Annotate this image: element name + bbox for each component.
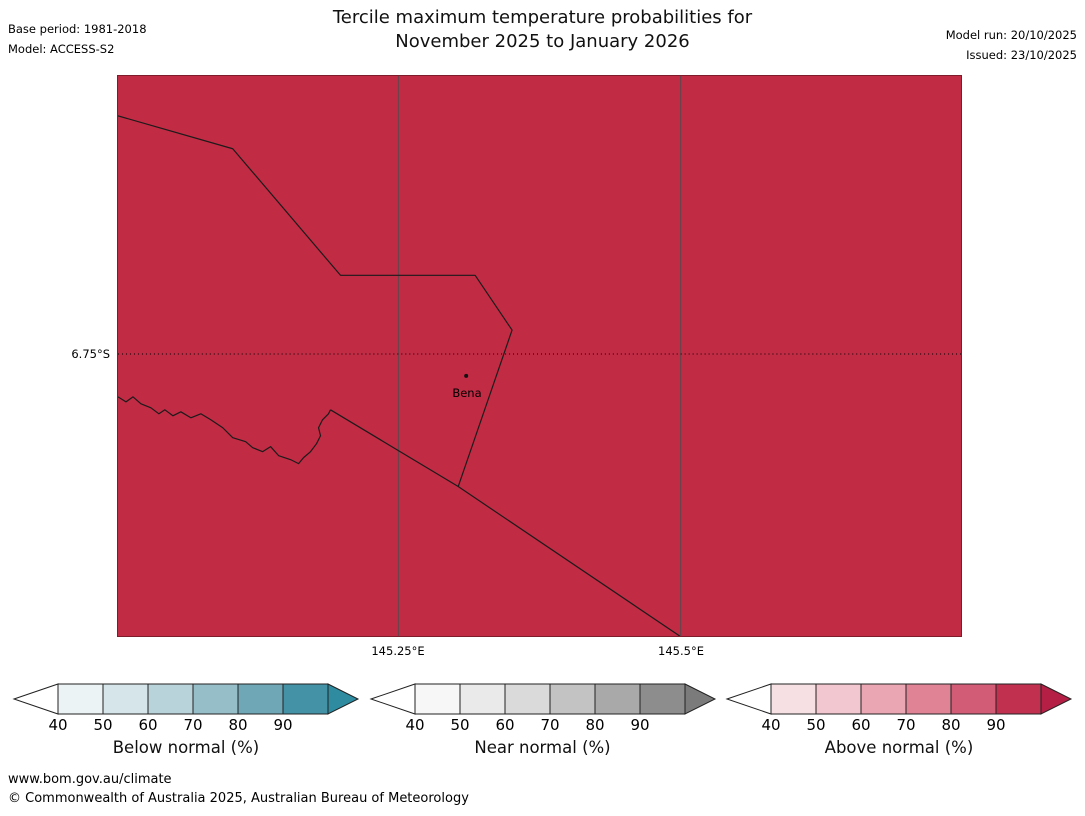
legend-segment bbox=[192, 683, 239, 715]
legend-tick-label: 50 bbox=[93, 716, 112, 733]
legend-left-arrow bbox=[12, 683, 59, 715]
legend-segment bbox=[504, 683, 550, 715]
map-overlay-svg bbox=[118, 76, 961, 636]
lat-tick-label: 6.75°S bbox=[71, 347, 110, 361]
legend-colorbar: 40 50 60 70 80 90 bbox=[368, 683, 716, 734]
place-label-bena: Bena bbox=[452, 386, 482, 400]
legend-segment bbox=[905, 683, 952, 715]
legend-segment bbox=[639, 683, 685, 715]
lon-tick-label-1: 145.25°E bbox=[371, 644, 425, 658]
legend-segment bbox=[282, 683, 329, 715]
legend-tick-label: 60 bbox=[495, 716, 514, 733]
climate-url: www.bom.gov.au/climate bbox=[8, 772, 172, 787]
legend-row: 40 50 60 70 80 90 Below normal (%) 40 50 60 70 80 90… bbox=[0, 683, 1085, 757]
legend-near-normal: 40 50 60 70 80 90 Near normal (%) bbox=[368, 683, 717, 757]
legend-segment bbox=[815, 683, 862, 715]
legend-caption-below-normal: Below normal (%) bbox=[112, 738, 260, 757]
river-coastline bbox=[118, 396, 332, 465]
legend-tick-label: 70 bbox=[540, 716, 559, 733]
legend-tick-label: 60 bbox=[851, 716, 870, 733]
legend-tick-label: 80 bbox=[941, 716, 960, 733]
legend-colorbar: 40 50 60 70 80 90 bbox=[725, 683, 1073, 734]
legend-segment bbox=[950, 683, 997, 715]
model-run-label: Model run: 20/10/2025 bbox=[945, 28, 1077, 42]
legend-tick-label: 90 bbox=[273, 716, 292, 733]
legend-tick-label: 80 bbox=[228, 716, 247, 733]
district-boundary bbox=[118, 115, 513, 487]
legend-colorbar: 40 50 60 70 80 90 bbox=[12, 683, 360, 734]
legend-segment bbox=[102, 683, 149, 715]
legend-above-normal: 40 50 60 70 80 90 Above normal (%) bbox=[725, 683, 1073, 757]
legend-tick-label: 90 bbox=[986, 716, 1005, 733]
legend-left-arrow bbox=[368, 683, 415, 715]
footer: www.bom.gov.au/climate © Commonwealth of… bbox=[8, 771, 469, 809]
legend-segment bbox=[770, 683, 817, 715]
legend-tick-label: 40 bbox=[405, 716, 424, 733]
legend-tick-label: 70 bbox=[896, 716, 915, 733]
legend-right-arrow bbox=[1040, 683, 1073, 715]
legend-tick-label: 40 bbox=[761, 716, 780, 733]
legend-tick-label: 80 bbox=[585, 716, 604, 733]
base-period-label: Base period: 1981-2018 bbox=[8, 22, 147, 36]
model-metadata-right: Model run: 20/10/2025 Issued: 23/10/2025 bbox=[946, 25, 1077, 65]
legend-segment bbox=[237, 683, 284, 715]
legend-segment bbox=[594, 683, 640, 715]
title-line-2: November 2025 to January 2026 bbox=[395, 31, 690, 53]
legend-left-arrow bbox=[725, 683, 772, 715]
legend-segment bbox=[549, 683, 595, 715]
legend-tick-label: 50 bbox=[450, 716, 469, 733]
legend-tick-label: 90 bbox=[630, 716, 649, 733]
legend-tick-label: 50 bbox=[806, 716, 825, 733]
boundary-diagonal bbox=[330, 409, 681, 636]
legend-segment bbox=[995, 683, 1042, 715]
legend-segment bbox=[57, 683, 104, 715]
legend-segment bbox=[414, 683, 460, 715]
legend-below-normal: 40 50 60 70 80 90 Below normal (%) bbox=[12, 683, 360, 757]
model-label: Model: ACCESS-S2 bbox=[8, 42, 115, 57]
legend-segment bbox=[459, 683, 505, 715]
legend-tick-label: 40 bbox=[48, 716, 67, 733]
legend-caption-near-normal: Near normal (%) bbox=[474, 738, 611, 757]
legend-right-arrow bbox=[684, 683, 716, 715]
legend-segment bbox=[147, 683, 194, 715]
map-canvas: Bena bbox=[117, 75, 962, 637]
legend-tick-label: 70 bbox=[183, 716, 202, 733]
legend-tick-label: 60 bbox=[138, 716, 157, 733]
page-title: Tercile maximum temperature probabilitie… bbox=[0, 6, 1085, 55]
title-line-1: Tercile maximum temperature probabilitie… bbox=[332, 7, 753, 28]
bena-marker-dot bbox=[464, 373, 469, 378]
issued-label: Issued: 23/10/2025 bbox=[966, 48, 1077, 63]
model-metadata-left: Base period: 1981-2018 Model: ACCESS-S2 bbox=[8, 19, 147, 59]
lon-tick-label-2: 145.5°E bbox=[658, 644, 704, 658]
legend-segment bbox=[860, 683, 907, 715]
legend-right-arrow bbox=[327, 683, 360, 715]
legend-caption-above-normal: Above normal (%) bbox=[824, 738, 974, 757]
copyright-line: © Commonwealth of Australia 2025, Austra… bbox=[8, 790, 469, 806]
